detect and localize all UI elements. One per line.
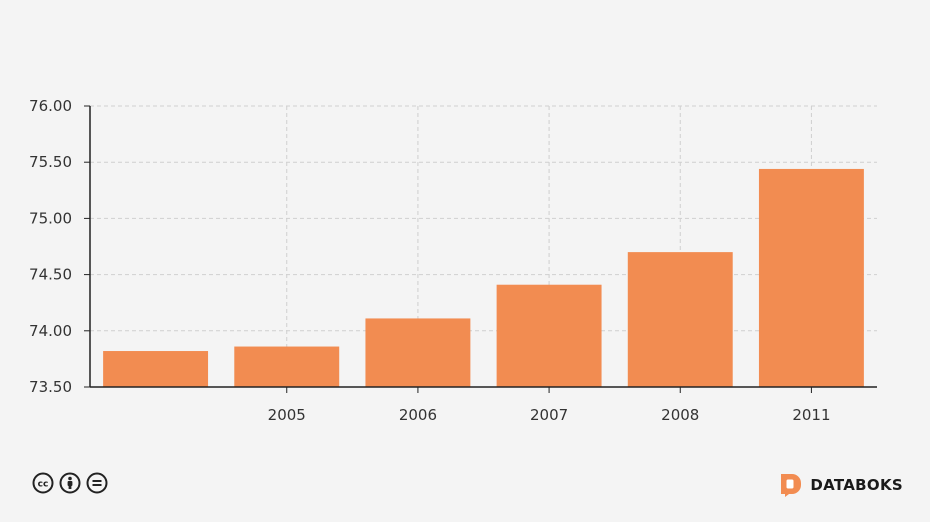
bar	[627, 252, 733, 387]
brand-name: DATABOKS	[810, 476, 903, 494]
bar	[758, 168, 864, 387]
databoks-logo: DATABOKS	[779, 472, 903, 498]
bars	[103, 168, 864, 387]
x-tick-label: 2007	[530, 406, 568, 424]
x-tick-label: 2011	[792, 406, 830, 424]
x-tick-label: 2006	[399, 406, 437, 424]
svg-text:cc: cc	[38, 480, 49, 490]
x-tick-label: 2008	[661, 406, 699, 424]
y-tick-label: 76.00	[29, 97, 72, 115]
y-tick-label: 74.50	[29, 266, 72, 284]
nd-icon	[86, 472, 108, 494]
x-tick-labels: 2005 2006 2007 2008 2011	[268, 406, 831, 424]
y-tick-label: 75.00	[29, 209, 72, 227]
bar	[365, 318, 471, 387]
cc-icon: cc	[32, 472, 54, 494]
databoks-icon	[781, 474, 802, 497]
y-tick-label: 74.00	[29, 322, 72, 340]
bar	[496, 284, 602, 387]
y-tick-labels: 73.50 74.00 74.50 75.00 75.50 76.00	[29, 97, 72, 396]
bar	[103, 351, 209, 387]
y-tick-label: 73.50	[29, 378, 72, 396]
x-tick-label: 2005	[268, 406, 306, 424]
y-tick-label: 75.50	[29, 153, 72, 171]
by-icon	[59, 472, 81, 494]
license-icons: cc	[32, 472, 108, 494]
axes	[84, 105, 877, 393]
bar	[234, 346, 340, 387]
